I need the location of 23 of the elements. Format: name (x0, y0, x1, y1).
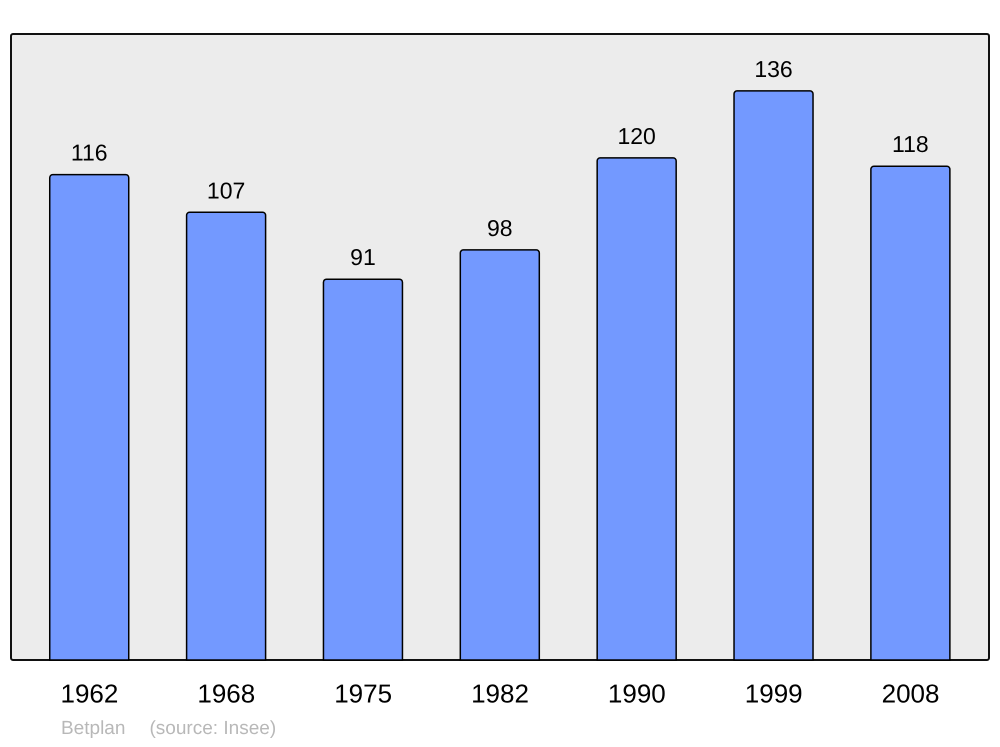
bar (733, 90, 814, 661)
x-tick-label: 2008 (882, 678, 940, 708)
x-tick-label: 1982 (471, 678, 529, 708)
x-tick-label: 1962 (60, 678, 118, 708)
bar (186, 212, 266, 661)
x-tick-label: 1975 (334, 678, 392, 708)
bar (48, 174, 130, 661)
bar (460, 249, 540, 661)
data-label: 91 (350, 244, 376, 270)
text: (source: Insee) (149, 718, 276, 740)
data-label: 136 (754, 56, 793, 82)
bar (870, 165, 951, 661)
data-label: 116 (70, 140, 108, 166)
data-label: 107 (206, 177, 246, 204)
x-tick-label: 1999 (744, 678, 803, 708)
bar (596, 157, 677, 661)
text: Betplan (61, 718, 126, 740)
x-tick-label: 1990 (608, 678, 666, 708)
data-label: 120 (617, 122, 656, 149)
bar (322, 278, 404, 661)
x-tick-label: 1968 (197, 678, 256, 708)
data-label: 98 (487, 214, 513, 241)
data-label: 118 (892, 131, 929, 158)
